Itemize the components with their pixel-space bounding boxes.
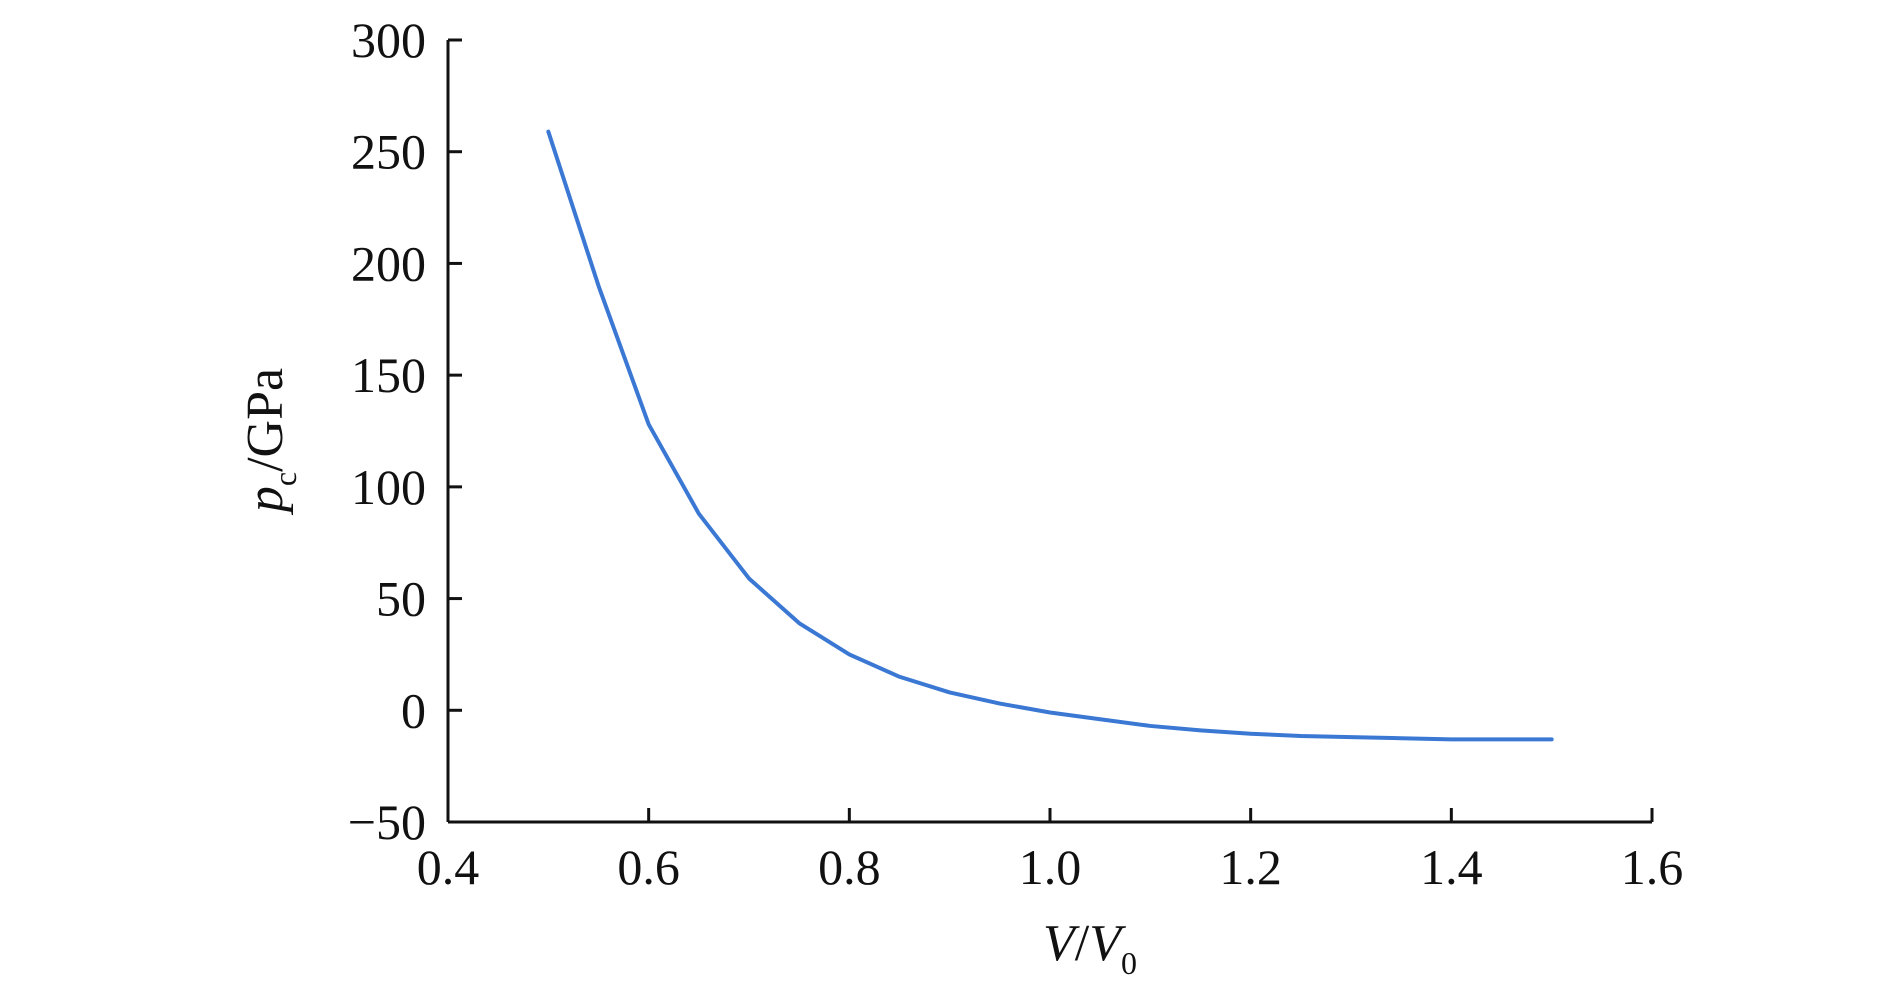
series-line: [546, 129, 1554, 742]
x-axis-label-var: V: [1043, 915, 1080, 972]
x-axis-label: V/V0: [1043, 915, 1137, 981]
y-tick-label: 250: [351, 124, 426, 180]
series-layer: [546, 129, 1554, 742]
x-tick-label: 1.0: [1019, 839, 1082, 895]
y-axis-label: pc/GPa: [237, 368, 303, 516]
x-axis-label-subscript: 0: [1121, 945, 1137, 981]
x-axis-label-ref: V: [1089, 915, 1126, 972]
x-tick-label: 0.8: [818, 839, 881, 895]
y-axis-label-var: p: [237, 486, 294, 516]
x-tick-label: 1.2: [1219, 839, 1282, 895]
y-ticks: −50 0 50 100 150 200 250 300: [348, 12, 462, 850]
y-tick-label: 300: [351, 12, 426, 68]
y-tick-label: −50: [348, 794, 426, 850]
y-tick-label: 150: [351, 347, 426, 403]
axes: [446, 40, 1652, 824]
y-tick-label: 200: [351, 235, 426, 291]
x-ticks: 0.4 0.6 0.8 1.0 1.2 1.4 1.6: [417, 808, 1684, 895]
x-axis-label-slash: /: [1075, 915, 1090, 972]
y-tick-label: 0: [401, 682, 426, 738]
x-tick-label: 0.6: [617, 839, 680, 895]
y-tick-label: 50: [376, 571, 426, 627]
y-tick-label: 100: [351, 459, 426, 515]
x-tick-label: 1.6: [1621, 839, 1684, 895]
y-axis-label-subscript: c: [267, 472, 303, 486]
x-tick-label: 1.4: [1420, 839, 1483, 895]
y-axis-label-unit: /GPa: [237, 368, 294, 472]
x-tick-label: 0.4: [417, 839, 480, 895]
